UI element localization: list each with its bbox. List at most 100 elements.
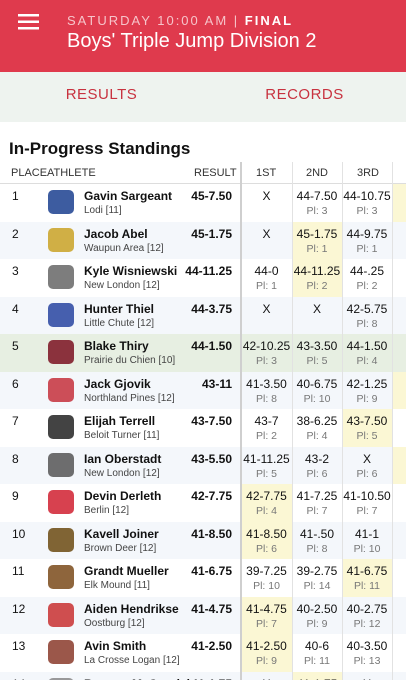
athlete-name: Devin Derleth (84, 489, 162, 503)
attempt-mark: 41-11.25 (243, 451, 290, 466)
attempt-cell: 42-5.75 Pl: 8 (342, 297, 392, 335)
school: Beloit Turner [11] (84, 430, 160, 441)
school: Little Chute [12] (84, 317, 155, 329)
place: 10 (12, 526, 26, 541)
attempt-place: Pl: 12 (353, 617, 381, 630)
attempt-mark: X (342, 677, 392, 680)
attempt-mark: 40-2.75 (346, 601, 388, 616)
column-header: ATHLETE (47, 167, 96, 179)
attempt-place: Pl: 4 (306, 430, 328, 442)
school: Prairie du Chien [10] (84, 355, 176, 366)
school: Berlin [12] (84, 505, 130, 516)
result: 41-6.75 (191, 564, 232, 578)
attempt-place: Pl: 9 (255, 655, 277, 667)
attempt-mark: 41-3.50 (246, 376, 287, 391)
athlete-name: Kavell Joiner (84, 526, 159, 541)
athlete-name: Bennett M. Cornish (84, 677, 194, 680)
attempt-cell: 41-2.50 Pl: 9 (241, 634, 292, 672)
place: 2 (12, 226, 19, 241)
attempt-place: Pl: 1 (255, 280, 277, 292)
attempt-place: Pl: 7 (306, 505, 328, 517)
header-bar: SATURDAY 10:00 AM | FINAL Boys' Triple J… (0, 0, 406, 72)
column-header: 3RD (357, 167, 380, 179)
column-rule (292, 162, 293, 680)
attempt-mark: 41 (393, 339, 406, 353)
records-tab[interactable]: RECORDS (265, 86, 344, 103)
attempt-place: Pl: 10 (353, 542, 381, 555)
result: 43-5.50 (191, 451, 232, 466)
attempt-place: Pl: 10 (303, 392, 331, 405)
event-date: SATURDAY 10:00 AM | (67, 13, 240, 28)
standings-row: 10 Kavell Joiner Brown Deer [12] 41-8.50 41-… (0, 521, 406, 560)
attempt-mark: 44 (393, 264, 406, 278)
place: 13 (12, 639, 26, 653)
attempt-place: Pl: 5 (255, 467, 277, 480)
attempt-cell: 45-1.75 Pl: 1 (292, 221, 342, 259)
athlete-name: Blake Thiry (84, 339, 149, 353)
place: 11 (12, 564, 25, 578)
athlete-name: Ian Oberstadt (84, 451, 162, 466)
attempt-cell: 41 (393, 409, 406, 447)
column-header: RESULT (194, 167, 237, 179)
standings-row: 5 Blake Thiry Prairie du Chien [10] 44-1.50… (0, 334, 406, 373)
standings-row: 3 Kyle Wisniewski New London [12] 44-11.25 4… (0, 259, 406, 298)
team-logo (48, 490, 74, 514)
school: Lodi [11] (84, 205, 122, 216)
attempt-place: Pl: 6 (356, 467, 378, 480)
attempt-cell: 44-0 Pl: 1 (241, 259, 292, 297)
attempt-mark: 42-10.25 (242, 339, 291, 353)
attempt-place: Pl: 5 (306, 355, 328, 367)
attempt-place: Pl: 6 (255, 542, 277, 555)
attempt-cell: 41-3.50 Pl: 8 (241, 372, 292, 410)
attempt-mark: 40-6.75 (296, 376, 338, 391)
athlete-name: Avin Smith (84, 639, 147, 653)
tab-bar: RESULTS RECORDS (0, 72, 406, 194)
athlete-name: Hunter Thiel (84, 301, 155, 316)
place: 14 (12, 677, 25, 680)
attempt-mark: 41-10.50 (343, 489, 391, 503)
attempt-mark: 40 (393, 489, 406, 503)
attempt-cell: 42-10.25 Pl: 3 (241, 334, 292, 372)
place: 7 (12, 414, 19, 428)
attempt-cell: 43-7 Pl: 2 (241, 409, 292, 447)
column-header: 1ST (256, 167, 277, 179)
standings-row: 7 Elijah Terrell Beloit Turner [11] 43-7.50… (0, 409, 406, 448)
attempt-place: Pl: 11 (303, 655, 331, 667)
menu-button[interactable] (18, 13, 40, 31)
team-logo (48, 415, 74, 439)
school: Northland Pines [12] (84, 392, 175, 404)
attempt-cell: 40 (393, 484, 406, 522)
standings-row: 6 Jack Gjovik Northland Pines [12] 43-11 41-… (0, 371, 406, 410)
athlete-name: Elijah Terrell (84, 414, 156, 428)
team-logo (48, 602, 74, 627)
attempt-cell: 41-11.25 Pl: 5 (241, 447, 292, 485)
attempt-cell: 44-1.50 Pl: 4 (342, 334, 392, 372)
attempt-place: Pl: 5 (356, 430, 378, 442)
results-tab[interactable]: RESULTS (65, 86, 138, 103)
attempt-mark: 41-4.75 (246, 601, 287, 616)
attempt-cell: 41-6.75 Pl: 11 (342, 559, 392, 597)
team-logo (48, 527, 74, 552)
result: 41-4.75 (191, 601, 232, 616)
attempt-place: Pl: 10 (253, 580, 280, 592)
team-logo (48, 452, 74, 477)
attempt-mark: X (312, 301, 321, 316)
attempt-place: Pl: 13 (353, 655, 381, 667)
team-logo (48, 640, 74, 664)
attempt-place: Pl: 7 (356, 505, 378, 517)
attempt-mark: 44-.25 (349, 264, 385, 278)
team-logo (48, 677, 74, 680)
attempt-cell: 41-1.75 (292, 671, 342, 680)
event-status: FINAL (244, 13, 294, 28)
team-logo (48, 190, 74, 214)
school: La Crosse Logan [12] (84, 655, 180, 666)
attempt-mark: 44-11.25 (293, 264, 341, 278)
attempt-cell: 45 (393, 184, 406, 222)
attempt-mark: 44-9.75 (346, 226, 388, 241)
attempt-place: Pl: 8 (255, 392, 277, 405)
attempt-place: Pl: 7 (255, 617, 277, 630)
team-logo (48, 227, 74, 252)
attempt-cell: 41 (393, 334, 406, 372)
standings-row: 1 Gavin Sargeant Lodi [11] 45-7.50 X 44-7.50 P… (0, 184, 406, 223)
